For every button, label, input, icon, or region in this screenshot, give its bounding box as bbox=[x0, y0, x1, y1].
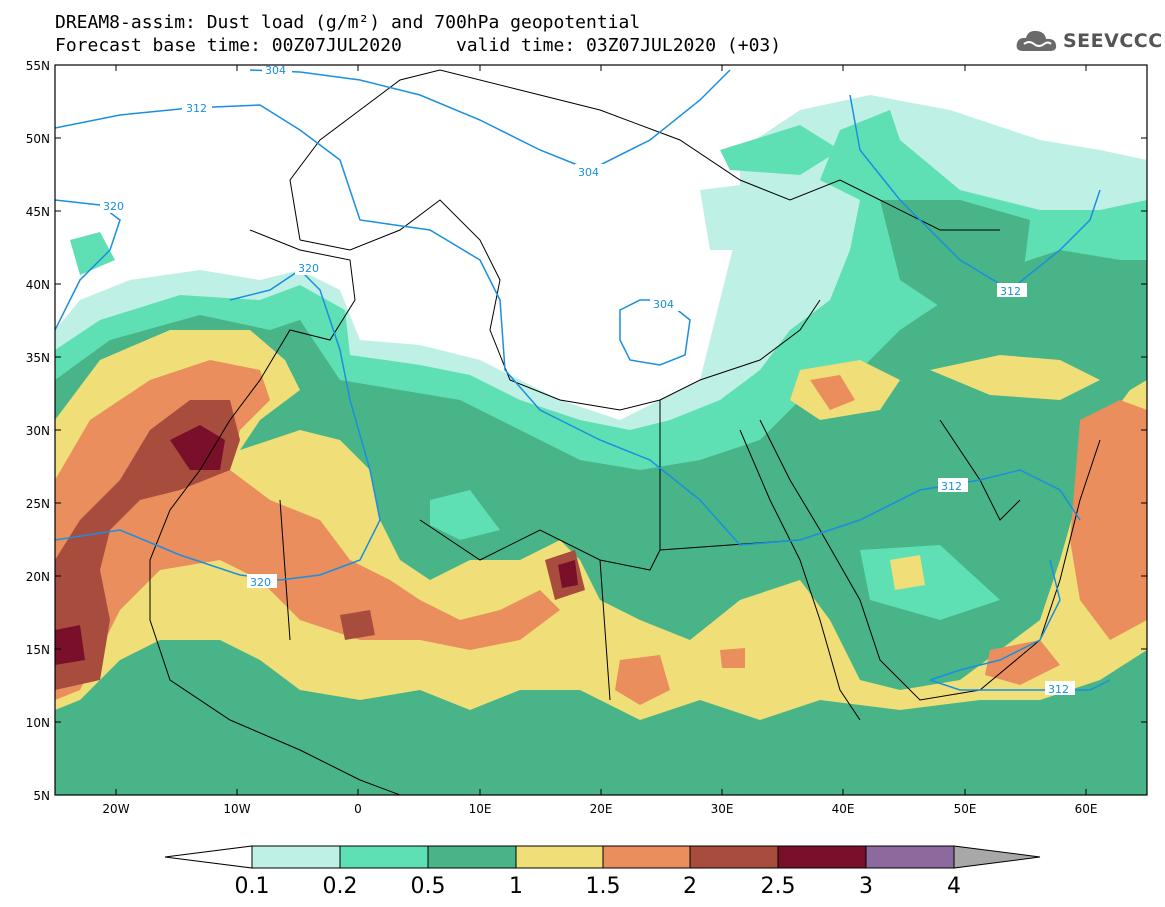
contour-label: 312 bbox=[941, 480, 962, 493]
logo-text: SEEVCCC bbox=[1063, 30, 1163, 52]
dust-level-2.5 bbox=[170, 425, 225, 470]
map-title: DREAM8-assim: Dust load (g/m²) and 700hP… bbox=[55, 12, 641, 33]
lon-label: 40E bbox=[832, 802, 855, 816]
axis-ticks bbox=[55, 64, 1147, 795]
colorbar-label: 1.5 bbox=[586, 874, 621, 899]
seevccc-logo: SEEVCCC bbox=[1015, 26, 1163, 56]
lon-label: 20W bbox=[102, 802, 129, 816]
lon-label: 0 bbox=[354, 802, 362, 816]
dust-shading bbox=[55, 65, 1147, 795]
dust-level-2 bbox=[340, 610, 375, 640]
border-sahara bbox=[279, 400, 801, 701]
colorbar-label: 3 bbox=[859, 874, 873, 899]
contour-label: 312 bbox=[186, 102, 207, 115]
coastline-gulf bbox=[939, 419, 1021, 521]
colorbar-swatch bbox=[339, 845, 429, 869]
lon-label: 20E bbox=[590, 802, 613, 816]
colorbar-swatch bbox=[427, 845, 517, 869]
dust-level-0.5 bbox=[430, 490, 500, 540]
colorbar-label: 0.2 bbox=[323, 874, 358, 899]
lat-label: 25N bbox=[26, 497, 50, 511]
colorbar-label: 0.5 bbox=[411, 874, 446, 899]
lon-label: 60E bbox=[1075, 802, 1098, 816]
longitude-labels: 20W 10W 0 10E 20E 30E 40E 50E 60E bbox=[102, 802, 1097, 816]
contour-304 bbox=[249, 69, 731, 171]
lat-label: 5N bbox=[33, 789, 50, 803]
latitude-labels: 55N 50N 45N 40N 35N 30N 25N 20N 15N 10N … bbox=[26, 59, 50, 803]
lat-label: 55N bbox=[26, 59, 50, 73]
coastline-arabia bbox=[759, 419, 1101, 701]
colorbar-label: 4 bbox=[947, 874, 961, 899]
lon-label: 10E bbox=[469, 802, 492, 816]
lat-label: 10N bbox=[26, 716, 50, 730]
colorbar-label: 2.5 bbox=[761, 874, 796, 899]
dust-level-1 bbox=[890, 555, 925, 590]
lat-label: 50N bbox=[26, 132, 50, 146]
contour-label: 320 bbox=[103, 200, 124, 213]
colorbar-swatch bbox=[777, 845, 867, 869]
colorbar-over-arrow bbox=[953, 845, 1041, 869]
colorbar-label: 2 bbox=[683, 874, 697, 899]
lat-label: 40N bbox=[26, 278, 50, 292]
lon-label: 50E bbox=[954, 802, 977, 816]
dust-level-1.5 bbox=[1070, 400, 1147, 640]
contour-label: 312 bbox=[1048, 683, 1069, 696]
contour-label: 320 bbox=[298, 262, 319, 275]
coastline-europe bbox=[289, 69, 1000, 241]
dust-level-0.2 bbox=[720, 125, 840, 175]
colorbar-swatch bbox=[251, 845, 341, 869]
colorbar-swatch bbox=[689, 845, 779, 869]
colorbar-swatch bbox=[515, 845, 604, 869]
contour-label: 312 bbox=[1000, 285, 1021, 298]
lon-label: 30E bbox=[711, 802, 734, 816]
coastline-iberia-africa bbox=[149, 229, 401, 795]
colorbar-label: 0.1 bbox=[235, 874, 270, 899]
dust-level-0.1 bbox=[70, 232, 115, 275]
dust-level-1.5 bbox=[720, 648, 745, 668]
map-subtitle: Forecast base time: 00Z07JUL2020 valid t… bbox=[55, 35, 782, 56]
lat-label: 15N bbox=[26, 643, 50, 657]
dust-level-1.5 bbox=[985, 640, 1060, 685]
cloud-icon bbox=[1016, 30, 1057, 51]
dust-level-2.5 bbox=[558, 560, 578, 588]
contour-label: 320 bbox=[250, 576, 271, 589]
contour-label: 304 bbox=[578, 166, 599, 179]
contour-304-greece bbox=[619, 299, 691, 366]
coastline-mediterranean bbox=[299, 199, 821, 411]
colorbar: 0.1 0.2 0.5 1 1.5 2 2.5 3 4 bbox=[164, 845, 1041, 899]
dust-level-2 bbox=[55, 400, 240, 690]
colorbar-swatch bbox=[865, 845, 955, 869]
colorbar-label: 1 bbox=[509, 874, 523, 899]
contour-312-north bbox=[849, 94, 1101, 291]
contour-312-south bbox=[929, 679, 1111, 691]
dust-level-2.5 bbox=[55, 625, 85, 665]
contour-label: 304 bbox=[653, 298, 674, 311]
contour-label: 304 bbox=[265, 64, 286, 77]
dust-level-1.5 bbox=[615, 655, 670, 705]
dust-level-1.5 bbox=[810, 375, 855, 410]
contour-312-south-b bbox=[929, 559, 1061, 681]
coastlines bbox=[149, 69, 1101, 795]
lon-label: 10W bbox=[223, 802, 250, 816]
lat-label: 20N bbox=[26, 570, 50, 584]
colorbar-under-arrow bbox=[164, 845, 253, 869]
lat-label: 35N bbox=[26, 351, 50, 365]
contour-320-b bbox=[55, 269, 381, 581]
lat-label: 30N bbox=[26, 424, 50, 438]
coastline-red-sea bbox=[739, 429, 861, 721]
colorbar-swatch bbox=[602, 845, 691, 869]
dust-level-1 bbox=[930, 355, 1100, 400]
lat-label: 45N bbox=[26, 205, 50, 219]
contour-320 bbox=[55, 199, 121, 331]
